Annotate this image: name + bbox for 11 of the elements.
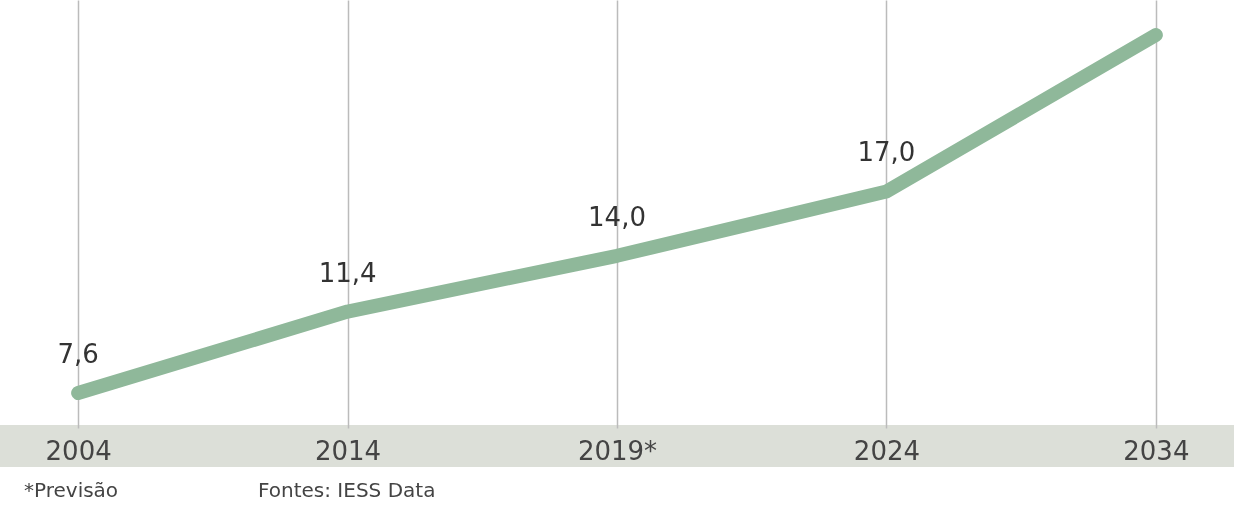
x-tick-label: 2019* [577, 435, 658, 466]
x-tick-label: 2014 [314, 435, 382, 466]
x-tick-label: 2034 [1123, 435, 1190, 466]
data-label: 17,0 [857, 137, 916, 168]
text: Fontes: IESS Data [258, 478, 436, 502]
data-label: 7,6 [57, 339, 99, 369]
data-label: 14,0 [588, 201, 646, 232]
data-label: 11,4 [318, 257, 377, 288]
x-tick-label: 2004 [45, 435, 112, 466]
text: *Previsão [24, 478, 119, 502]
x-tick-label: 2024 [853, 435, 921, 466]
